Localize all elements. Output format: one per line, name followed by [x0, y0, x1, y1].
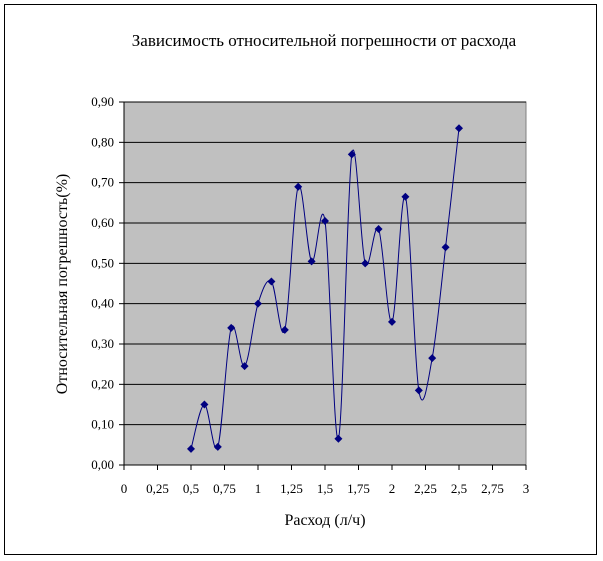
y-tick-label: 0,00 — [91, 457, 114, 472]
data-point — [455, 124, 463, 133]
data-point — [374, 225, 383, 234]
x-tick-label: 0 — [121, 481, 128, 496]
y-tick-label: 0,40 — [91, 296, 114, 311]
data-point — [441, 243, 450, 252]
x-axis-title: Расход (л/ч) — [284, 512, 365, 529]
data-point — [347, 150, 356, 159]
plot-area — [123, 101, 527, 466]
data-point — [388, 317, 396, 326]
y-tick-label: 0,70 — [91, 175, 114, 190]
y-axis-title: Относительная погрешность(%) — [54, 174, 71, 394]
y-tick-label: 0,80 — [91, 134, 114, 149]
data-point — [294, 182, 303, 191]
x-tick-label: 1,5 — [317, 481, 333, 496]
series — [187, 124, 463, 453]
data-point — [254, 299, 262, 308]
data-point — [334, 434, 343, 443]
data-point — [200, 400, 209, 409]
tick-labels: 0,000,100,200,300,400,500,600,700,800,90… — [91, 94, 529, 496]
x-tick-label: 2,5 — [451, 481, 467, 496]
x-tick-label: 1 — [255, 481, 262, 496]
x-tick-label: 1,25 — [280, 481, 303, 496]
data-point — [187, 444, 195, 453]
data-point — [428, 354, 437, 363]
x-tick-label: 1,75 — [347, 481, 370, 496]
y-tick-label: 0,50 — [91, 255, 114, 270]
y-tick-label: 0,20 — [91, 376, 114, 391]
data-point — [307, 257, 316, 266]
data-point — [401, 192, 410, 201]
axes — [119, 101, 527, 470]
y-tick-label: 0,60 — [91, 215, 114, 230]
chart-title: Зависимость относительной погрешности от… — [132, 31, 517, 50]
data-point — [227, 323, 236, 332]
x-tick-label: 0,75 — [213, 481, 236, 496]
y-tick-label: 0,30 — [91, 336, 114, 351]
data-point — [414, 386, 423, 395]
x-tick-label: 2,75 — [481, 481, 504, 496]
data-point — [267, 277, 276, 286]
data-point — [361, 259, 370, 268]
data-point — [240, 362, 249, 371]
data-point — [213, 442, 222, 451]
x-tick-label: 0,5 — [183, 481, 199, 496]
data-point — [280, 325, 289, 334]
x-tick-label: 0,25 — [146, 481, 169, 496]
x-tick-label: 3 — [523, 481, 530, 496]
y-tick-label: 0,10 — [91, 417, 114, 432]
x-tick-label: 2,25 — [414, 481, 437, 496]
data-point — [321, 216, 329, 225]
x-tick-label: 2 — [389, 481, 396, 496]
y-tick-label: 0,90 — [91, 94, 114, 109]
